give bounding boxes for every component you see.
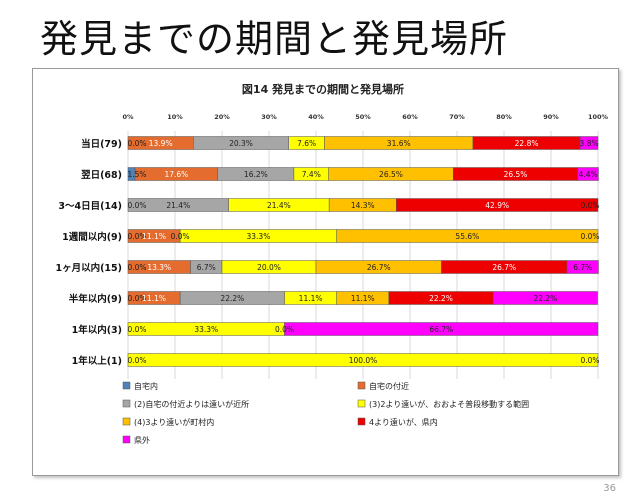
bar-segment	[396, 198, 599, 212]
bar-segment	[577, 167, 599, 181]
category-labels: 当日(79) 翌日(68) 3～4日目(14) 1週間以内(9) 1ヶ月以内(15) 半年…	[55, 138, 122, 367]
data-label: 14.3%	[351, 201, 375, 210]
data-label: 22.2%	[533, 294, 557, 303]
legend-label: 4より遠いが、県内	[369, 417, 438, 427]
x-tick-label: 90%	[543, 113, 559, 121]
category-label: 当日(79)	[81, 138, 122, 150]
data-label: 6.7%	[197, 263, 216, 272]
bar-segment	[284, 322, 599, 336]
data-label: 11.1%	[142, 294, 166, 303]
data-label: 0.0%	[580, 356, 599, 365]
data-label: 17.6%	[164, 170, 188, 179]
legend-swatch	[122, 399, 131, 408]
slide-title: 発見までの期間と発見場所	[40, 17, 509, 61]
data-label: 7.6%	[297, 139, 316, 148]
x-tick-label: 70%	[449, 113, 465, 121]
category-label: 3～4日目(14)	[58, 201, 122, 212]
data-label: 20.3%	[229, 139, 253, 148]
category-label: 翌日(68)	[81, 170, 122, 181]
bar-segment	[336, 229, 599, 243]
data-label: 16.2%	[244, 170, 268, 179]
data-label: 0.0%	[275, 325, 294, 334]
data-label: 26.7%	[367, 263, 391, 272]
data-label: 0.0%	[580, 232, 599, 241]
data-label: 21.4%	[267, 201, 291, 210]
legend-swatch	[357, 399, 366, 408]
data-label: 22.8%	[515, 139, 539, 148]
data-label: 22.2%	[429, 294, 453, 303]
chart-title: 図14 発見までの期間と発見場所	[242, 82, 404, 96]
data-label: 33.3%	[194, 325, 218, 334]
data-label: 0.0%	[127, 294, 146, 303]
stacked-bar-chart: 図14 発見までの期間と発見場所 0% 10% 20% 30% 40% 50% 60% 70%…	[55, 82, 608, 445]
legend-label: 自宅内	[134, 381, 158, 391]
data-label: 100.0%	[349, 356, 378, 365]
x-tick-label: 80%	[496, 113, 512, 121]
data-labels: 0.0% 13.9% 20.3% 7.6% 31.6% 22.8% 3.8%1.5% 17.6…	[127, 139, 599, 365]
data-label: 0.0%	[127, 325, 146, 334]
data-label: 66.7%	[429, 325, 453, 334]
data-label: 33.3%	[247, 232, 271, 241]
category-label: 1週間以内(9)	[62, 231, 122, 243]
legend-swatch	[357, 381, 366, 390]
bars	[127, 136, 599, 367]
data-label: 3.8%	[580, 139, 599, 148]
data-label: 31.6%	[387, 139, 411, 148]
legend-label: 県外	[134, 435, 150, 445]
data-label: 26.7%	[492, 263, 516, 272]
category-label: 1ヶ月以内(15)	[55, 262, 122, 274]
x-tick-label: 0%	[122, 113, 134, 121]
page-number: 36	[603, 483, 616, 494]
x-axis-ticks: 0% 10% 20% 30% 40% 50% 60% 70% 80% 90% 100%	[122, 113, 608, 121]
legend-label: (4)3より遠いが町村内	[134, 417, 214, 427]
x-tick-label: 30%	[261, 113, 277, 121]
x-tick-label: 50%	[355, 113, 371, 121]
data-label: 0.0%	[127, 263, 146, 272]
data-label: 26.5%	[504, 170, 528, 179]
x-tick-label: 100%	[588, 113, 609, 121]
data-label: 0.0%	[127, 232, 146, 241]
data-label: 1.5%	[127, 170, 146, 179]
data-label: 0.0%	[127, 139, 146, 148]
x-tick-label: 40%	[308, 113, 324, 121]
data-label: 0.0%	[171, 232, 190, 241]
category-label: 1年以上(1)	[72, 355, 122, 367]
legend-label: (3)2より遠いが、おおよそ普段移動する範囲	[369, 399, 529, 409]
data-label: 22.2%	[220, 294, 244, 303]
category-label: 半年以内(9)	[69, 293, 122, 305]
legend-swatch	[122, 381, 131, 390]
legend-swatch	[122, 417, 131, 426]
x-tick-label: 20%	[214, 113, 230, 121]
category-label: 1年以内(3)	[72, 324, 122, 336]
bar-segment	[579, 136, 599, 150]
data-label: 13.9%	[149, 139, 173, 148]
data-label: 11.1%	[299, 294, 323, 303]
legend-label: 自宅の付近	[369, 381, 409, 391]
data-label: 21.4%	[166, 201, 190, 210]
bar-segment	[127, 353, 599, 367]
bar-segment	[566, 260, 599, 274]
data-label: 13.3%	[147, 263, 171, 272]
data-label: 7.4%	[302, 170, 321, 179]
data-label: 11.1%	[142, 232, 166, 241]
data-label: 0.0%	[127, 201, 146, 210]
data-label: 20.0%	[257, 263, 281, 272]
data-label: 0.0%	[127, 356, 146, 365]
data-label: 4.4%	[579, 170, 598, 179]
chart-frame: 図14 発見までの期間と発見場所 0% 10% 20% 30% 40% 50% 60% 70%…	[32, 68, 619, 476]
data-label: 55.6%	[455, 232, 479, 241]
data-label: 42.9%	[485, 201, 509, 210]
data-label: 26.5%	[379, 170, 403, 179]
legend: 自宅内 自宅の付近 (2)自宅の付近よりは遠いが近所 (3)2より遠いが、おおよそ普段…	[122, 381, 529, 445]
legend-swatch	[357, 417, 366, 426]
bar-segment	[492, 291, 598, 305]
x-tick-label: 10%	[167, 113, 183, 121]
x-tick-label: 60%	[402, 113, 418, 121]
data-label: 0.0%	[580, 201, 599, 210]
legend-swatch	[122, 435, 131, 444]
data-label: 11.1%	[351, 294, 375, 303]
legend-label: (2)自宅の付近よりは遠いが近所	[134, 399, 249, 409]
data-label: 6.7%	[573, 263, 592, 272]
